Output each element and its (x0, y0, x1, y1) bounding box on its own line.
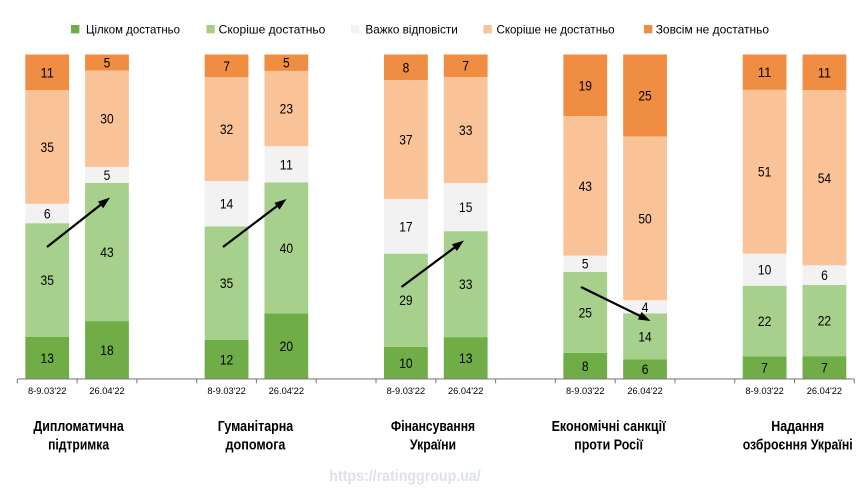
svg-text:54: 54 (818, 170, 832, 186)
svg-text:22: 22 (758, 313, 772, 329)
svg-text:50: 50 (638, 210, 652, 226)
svg-text:5: 5 (283, 55, 290, 71)
svg-text:10: 10 (758, 262, 772, 278)
svg-text:32: 32 (220, 121, 234, 137)
svg-text:8-9.03'22: 8-9.03'22 (745, 386, 783, 396)
svg-text:7: 7 (462, 58, 469, 74)
svg-text:43: 43 (579, 178, 593, 194)
svg-text:6: 6 (821, 267, 828, 283)
svg-text:5: 5 (582, 256, 589, 272)
svg-text:8: 8 (582, 358, 589, 374)
svg-text:40: 40 (280, 240, 294, 256)
svg-text:26.04'22: 26.04'22 (89, 386, 124, 396)
svg-text:5: 5 (104, 167, 111, 183)
svg-text:допомога: допомога (226, 437, 286, 454)
svg-text:33: 33 (459, 276, 473, 292)
svg-text:25: 25 (638, 87, 652, 103)
svg-text:8-9.03'22: 8-9.03'22 (387, 386, 425, 396)
svg-text:Економічні санкції: Економічні санкції (552, 418, 667, 435)
svg-text:13: 13 (459, 350, 473, 366)
svg-text:37: 37 (399, 132, 413, 148)
svg-text:14: 14 (220, 196, 234, 212)
svg-text:26.04'22: 26.04'22 (807, 386, 842, 396)
svg-text:Цілком достатньо: Цілком достатньо (86, 22, 180, 36)
svg-text:11: 11 (41, 64, 55, 80)
svg-text:12: 12 (220, 351, 234, 367)
svg-text:26.04'22: 26.04'22 (627, 386, 662, 396)
svg-text:17: 17 (399, 218, 413, 234)
svg-text:35: 35 (41, 272, 55, 288)
svg-text:Фінансування: Фінансування (391, 418, 475, 435)
svg-text:7: 7 (821, 360, 828, 376)
svg-text:29: 29 (399, 292, 413, 308)
svg-text:підтримка: підтримка (48, 437, 110, 454)
svg-text:10: 10 (399, 355, 413, 371)
svg-text:8-9.03'22: 8-9.03'22 (566, 386, 604, 396)
svg-text:8: 8 (403, 59, 410, 75)
svg-text:5: 5 (104, 55, 111, 71)
svg-text:4: 4 (642, 299, 649, 315)
svg-text:15: 15 (459, 199, 473, 215)
svg-text:35: 35 (220, 275, 234, 291)
svg-text:26.04'22: 26.04'22 (448, 386, 483, 396)
svg-text:22: 22 (818, 313, 832, 329)
svg-text:23: 23 (280, 101, 294, 117)
svg-text:Зовсім не достатньо: Зовсім не достатньо (656, 22, 770, 36)
svg-text:33: 33 (459, 122, 473, 138)
svg-text:11: 11 (818, 64, 832, 80)
svg-text:Дипломатична: Дипломатична (33, 418, 124, 435)
svg-text:7: 7 (223, 58, 230, 74)
svg-text:13: 13 (41, 350, 55, 366)
svg-text:6: 6 (642, 361, 649, 377)
svg-text:18: 18 (100, 342, 114, 358)
svg-text:20: 20 (280, 338, 294, 354)
svg-text:Важко відповісти: Важко відповісти (365, 22, 457, 36)
svg-text:6: 6 (44, 205, 51, 221)
svg-text:14: 14 (638, 328, 652, 344)
svg-text:Надання: Надання (771, 418, 824, 435)
svg-text:Скоріше достатньо: Скоріше достатньо (219, 22, 326, 36)
svg-text:11: 11 (758, 64, 772, 80)
svg-text:7: 7 (761, 360, 768, 376)
svg-text:Гуманітарна: Гуманітарна (218, 418, 294, 435)
svg-text:43: 43 (100, 244, 114, 260)
svg-text:25: 25 (579, 304, 593, 320)
svg-text:озброєння Україні: озброєння Україні (743, 437, 853, 454)
svg-text:проти Росії: проти Росії (574, 437, 643, 454)
svg-text:19: 19 (579, 77, 593, 93)
svg-text:України: України (410, 437, 456, 454)
svg-text:30: 30 (100, 111, 114, 127)
svg-text:8-9.03'22: 8-9.03'22 (207, 386, 245, 396)
svg-text:51: 51 (758, 164, 772, 180)
svg-text:Скоріше не достатньо: Скоріше не достатньо (497, 22, 615, 36)
svg-text:11: 11 (280, 156, 294, 172)
svg-text:8-9.03'22: 8-9.03'22 (28, 386, 66, 396)
svg-text:https://ratinggroup.ua/: https://ratinggroup.ua/ (329, 468, 481, 485)
svg-text:26.04'22: 26.04'22 (269, 386, 304, 396)
svg-text:35: 35 (41, 139, 55, 155)
